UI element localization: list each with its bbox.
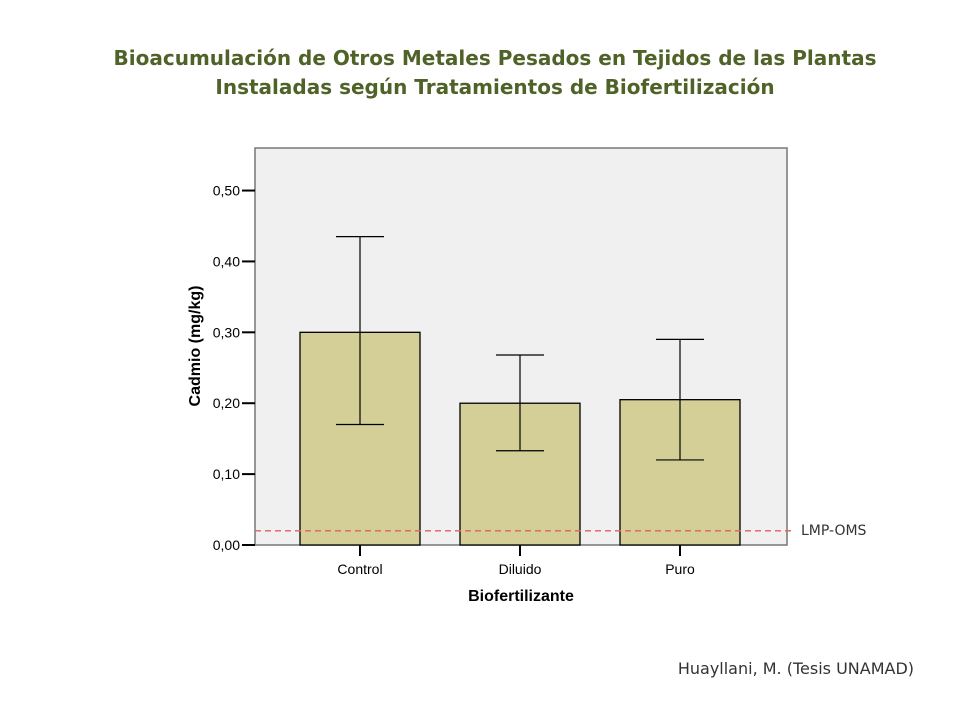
y-tick-label: 0,00 xyxy=(213,537,240,553)
y-tick-label: 0,10 xyxy=(213,466,240,482)
y-tick-label: 0,20 xyxy=(213,395,240,411)
x-tick-label: Puro xyxy=(665,561,695,577)
x-tick-label: Control xyxy=(337,561,382,577)
y-tick-label: 0,30 xyxy=(213,324,240,340)
chart-title: Bioacumulación de Otros Metales Pesados … xyxy=(0,44,960,102)
x-tick-label: Diluido xyxy=(499,561,542,577)
x-axis-label: Biofertilizante xyxy=(468,588,574,605)
y-tick-label: 0,40 xyxy=(213,253,240,269)
chart-title-line-2: Instaladas según Tratamientos de Biofert… xyxy=(215,75,775,99)
credit-text: Huayllani, M. (Tesis UNAMAD) xyxy=(677,659,914,678)
y-axis-label: Cadmio (mg/kg) xyxy=(187,286,204,407)
y-tick-label: 0,50 xyxy=(213,183,240,199)
reference-line-label: LMP-OMS xyxy=(801,523,867,539)
chart-title-line-1: Bioacumulación de Otros Metales Pesados … xyxy=(113,46,877,70)
